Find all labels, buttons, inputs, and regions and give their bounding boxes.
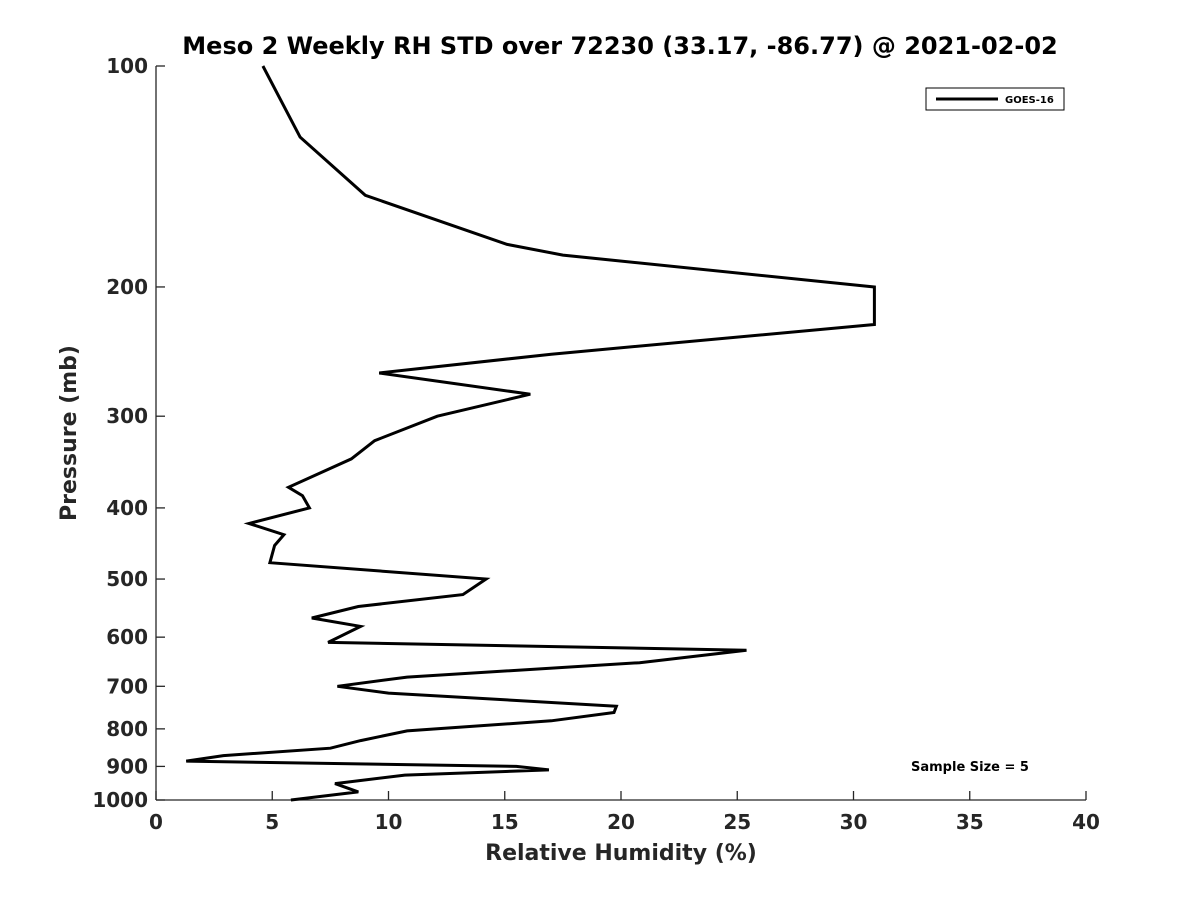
y-ticks: 100 200 300 400 500 600 700 800 900 1000 <box>92 54 165 812</box>
y-tick-label: 200 <box>106 275 148 299</box>
x-axis-label: Relative Humidity (%) <box>485 841 757 866</box>
y-tick-label: 400 <box>106 496 148 520</box>
x-tick-label: 15 <box>491 810 519 834</box>
x-ticks: 0 5 10 15 20 25 30 35 40 <box>149 791 1100 834</box>
y-tick-label: 900 <box>106 754 148 778</box>
legend-label-goes16: GOES-16 <box>1005 95 1054 106</box>
legend: GOES-16 <box>925 87 1065 111</box>
x-tick-label: 10 <box>375 810 403 834</box>
y-tick-label: 300 <box>106 404 148 428</box>
x-tick-label: 0 <box>149 810 163 834</box>
y-axis-label: Pressure (mb) <box>57 345 82 521</box>
y-tick-label: 800 <box>106 717 148 741</box>
x-tick-label: 40 <box>1072 810 1100 834</box>
y-tick-label: 600 <box>106 625 148 649</box>
series-line-goes16 <box>185 65 876 802</box>
x-tick-label: 35 <box>956 810 984 834</box>
x-tick-label: 25 <box>723 810 751 834</box>
x-tick-label: 20 <box>607 810 635 834</box>
y-tick-label: 500 <box>106 567 148 591</box>
y-tick-label: 1000 <box>92 788 148 812</box>
x-tick-label: 5 <box>265 810 279 834</box>
chart-title: Meso 2 Weekly RH STD over 72230 (33.17, … <box>182 32 1057 60</box>
sample-size-annotation: Sample Size = 5 <box>911 760 1029 775</box>
plot-area: 0 5 10 15 20 25 30 35 40 100 200 300 400 500 600 700 80… <box>92 54 1100 834</box>
y-tick-label: 700 <box>106 674 148 698</box>
y-tick-label: 100 <box>106 54 148 78</box>
x-tick-label: 30 <box>840 810 868 834</box>
